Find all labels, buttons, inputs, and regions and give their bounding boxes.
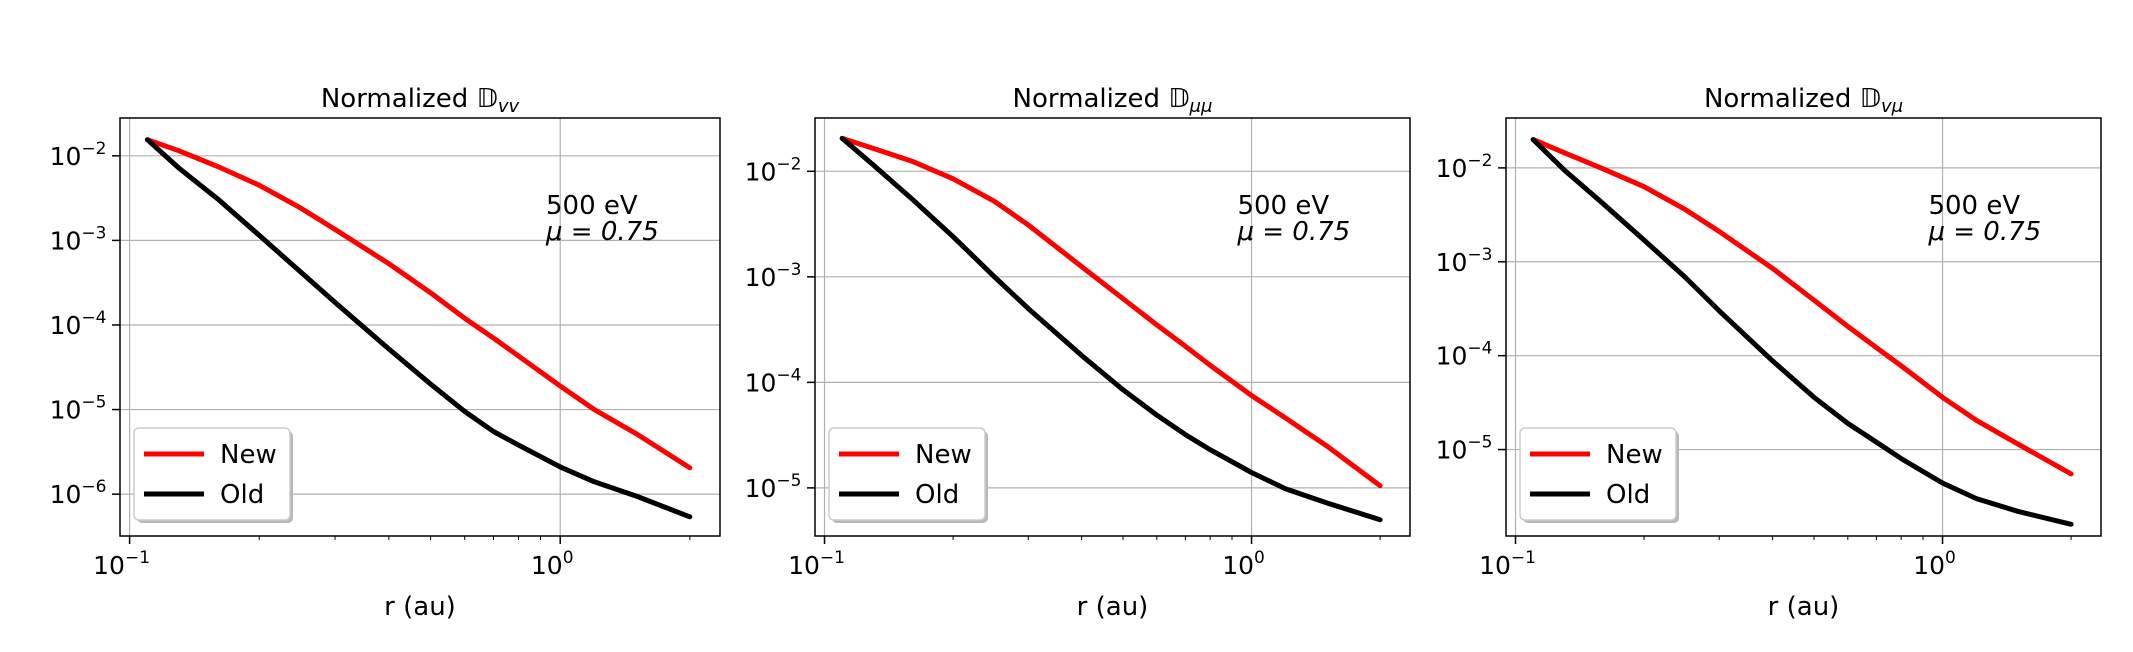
legend-box [1519,427,1677,521]
y-tick-label: 10−4 [745,365,802,397]
x-tick-label: 100 [531,548,574,580]
y-tick-label: 10−6 [50,477,107,509]
y-tick-label: 10−3 [1436,245,1493,277]
legend: New Old [133,427,293,523]
legend-box [133,427,291,521]
x-tick-label: 10−1 [1479,548,1536,580]
legend-label-old: Old [915,480,959,510]
series-line-old [839,135,1383,523]
x-tick-label: 10−1 [93,548,150,580]
annotation-mu: μ = 0.75 [545,217,659,247]
series-line-new [1530,137,2074,477]
y-tick-label: 10−4 [1436,339,1493,371]
legend-box [828,427,986,521]
x-tick-label: 100 [1222,548,1265,580]
plot-frame [1505,117,2102,537]
chart-title: Normalized 𝔻vμ [1704,84,1903,117]
chart-title: Normalized 𝔻vv [321,84,520,117]
chart-panel-1: 10−1 100 10−6 10−5 10−4 10−3 10−2 Normalized 𝔻v… [50,84,721,622]
y-tick-label: 10−3 [50,223,107,255]
plot-frame [814,117,1411,537]
x-axis-label: r (au) [1077,592,1149,622]
legend: New Old [828,427,988,523]
chart-panel-3: 10−1 100 10−5 10−4 10−3 10−2 Normalized 𝔻vμ r (… [1436,84,2102,622]
annotation-energy: 500 eV [546,191,638,221]
x-axis-label: r (au) [1768,592,1840,622]
y-tick-label: 10−4 [50,308,107,340]
y-tick-label: 10−5 [50,393,107,425]
legend-label-old: Old [1606,480,1650,510]
annotation-mu: μ = 0.75 [1236,217,1350,247]
series-line-old [144,137,693,520]
legend-label-old: Old [220,480,264,510]
x-tick-label: 10−1 [788,548,845,580]
legend-label-new: New [1606,440,1663,470]
series-line-new [144,137,693,471]
y-tick-label: 10−5 [745,471,802,503]
chart-panel-2: 10−1 100 10−5 10−4 10−3 10−2 Normalized 𝔻μμ r (… [745,84,1411,622]
legend-label-new: New [220,440,277,470]
y-tick-label: 10−3 [745,260,802,292]
annotation-energy: 500 eV [1237,191,1329,221]
x-tick-label: 100 [1913,548,1956,580]
chart-title: Normalized 𝔻μμ [1013,84,1213,117]
legend: New Old [1519,427,1679,523]
series-line-old [1530,137,2074,527]
y-tick-label: 10−5 [1436,433,1493,465]
y-tick-label: 10−2 [50,139,107,171]
y-tick-label: 10−2 [1436,151,1493,183]
annotation-mu: μ = 0.75 [1927,217,2041,247]
series-line-new [839,135,1383,489]
y-tick-label: 10−2 [745,154,802,186]
x-axis-label: r (au) [384,592,456,622]
plot-frame [119,117,721,537]
annotation-energy: 500 eV [1928,191,2020,221]
legend-label-new: New [915,440,972,470]
